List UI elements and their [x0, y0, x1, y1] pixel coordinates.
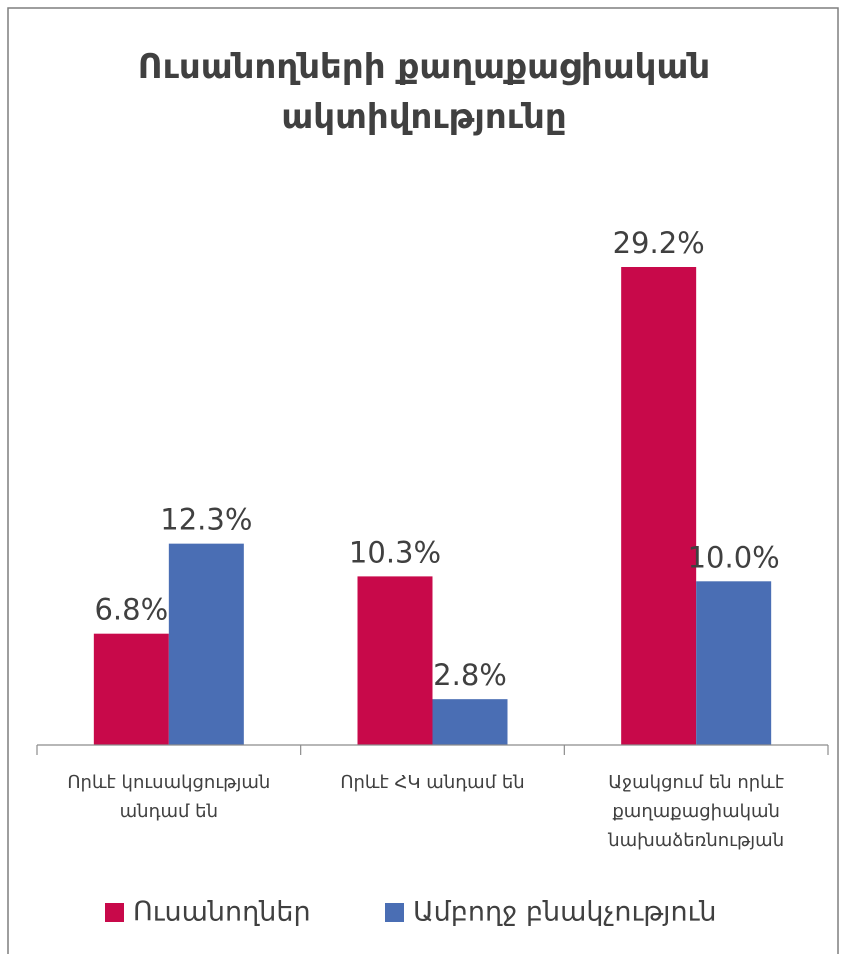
legend-swatch — [105, 903, 124, 922]
bar — [621, 267, 697, 745]
chart-title: Ուսանողների քաղաքացիական ակտիվությունը — [137, 47, 711, 137]
legend-swatch — [385, 903, 404, 922]
data-label: 10.3% — [349, 535, 441, 569]
x-tick-label: Աջակցում են որևէ քաղաքացիական նախաձեռնու… — [608, 772, 785, 851]
x-tick-label: Որևէ ՀԿ անդամ են — [340, 772, 525, 793]
data-label: 29.2% — [613, 226, 705, 260]
x-tick-label: Որևէ կուսակցության անդամ են — [67, 772, 271, 822]
legend-label: Ուսանողներ — [133, 897, 311, 928]
bar — [357, 576, 433, 745]
bar — [696, 581, 772, 745]
bar — [93, 633, 169, 745]
data-label: 2.8% — [433, 658, 507, 692]
data-label: 10.0% — [688, 540, 780, 574]
data-label: 12.3% — [160, 503, 252, 537]
data-label: 6.8% — [94, 593, 168, 627]
bar — [168, 543, 244, 745]
bar — [432, 699, 508, 745]
chart-border — [7, 7, 839, 954]
legend-label: Ամբողջ բնակչություն — [413, 897, 716, 928]
